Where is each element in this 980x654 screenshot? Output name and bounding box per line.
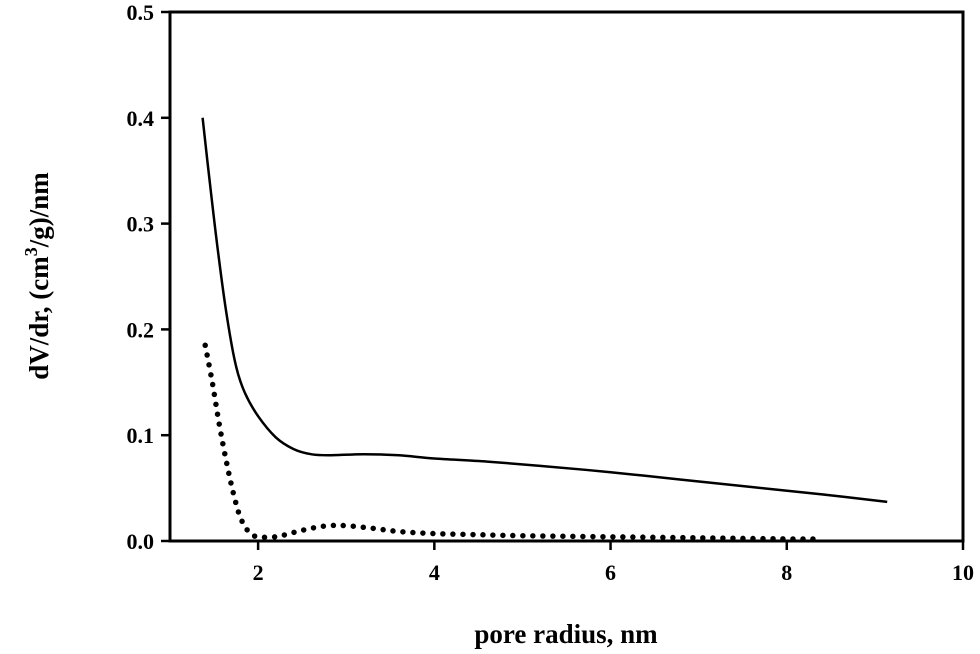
x-axis-title: pore radius, nm (474, 619, 658, 649)
x-tick-label: 6 (605, 560, 616, 585)
plot-area-frame (168, 10, 965, 543)
y-tick-label: 0.1 (127, 423, 155, 448)
y-axis-title-main: dV/dr, (cm (24, 256, 54, 380)
dotted-series-line (202, 342, 825, 542)
y-tick-label: 0.2 (127, 317, 155, 342)
y-axis-ticks: 0.0 0.1 0.2 0.3 0.4 0.5 (127, 0, 170, 554)
x-tick-label: 2 (253, 560, 264, 585)
y-tick-label: 0.5 (127, 0, 155, 25)
solid-series-line (201, 117, 888, 504)
y-axis-title-unit: /g)/nm (24, 172, 54, 249)
y-tick-label: 0.4 (127, 106, 155, 131)
x-tick-label: 10 (952, 560, 974, 585)
y-tick-label: 0.0 (127, 529, 155, 554)
x-tick-label: 8 (781, 560, 792, 585)
y-axis-title: dV/dr, (cm3/g)/nm (21, 172, 54, 380)
x-tick-label: 4 (429, 560, 440, 585)
y-tick-label: 0.3 (127, 212, 155, 237)
x-axis-ticks: 2 4 6 8 10 (253, 541, 974, 585)
y-axis-title-superscript: 3 (21, 247, 41, 256)
series-layer (201, 117, 888, 542)
